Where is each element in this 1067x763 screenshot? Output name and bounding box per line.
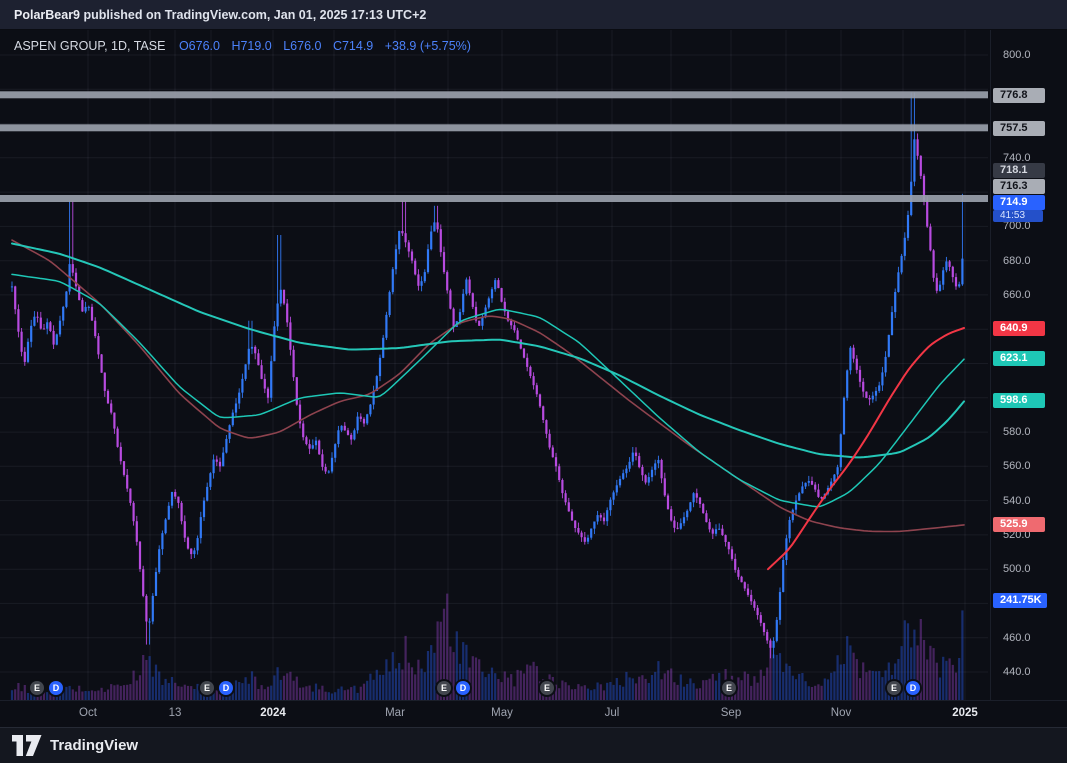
footer-bar: TradingView (0, 727, 1067, 763)
ma-fast-red (767, 327, 965, 571)
horizontal-level-line (0, 91, 988, 99)
ma-mid-teal (11, 273, 965, 508)
dividend-marker[interactable]: D (906, 681, 920, 695)
publish-info-text: published on TradingView.com, Jan 01, 20… (80, 7, 427, 22)
price-tick-label: 440.0 (1003, 666, 1031, 678)
tradingview-logo-icon[interactable] (12, 735, 42, 756)
time-tick-label: Jul (604, 707, 620, 719)
time-tick-label: Mar (385, 707, 405, 719)
ohlc-open: O676.0 (178, 39, 220, 53)
time-tick-label: 2024 (260, 707, 286, 719)
dividend-marker[interactable]: D (219, 681, 233, 695)
time-axis[interactable]: Oct 13 2024 Mar May Jul Sep Nov 2025 (0, 700, 1067, 728)
price-tick-label: 700.0 (1003, 220, 1031, 232)
price-tick-label: 660.0 (1003, 289, 1031, 301)
publish-bar: PolarBear9 published on TradingView.com,… (0, 0, 1067, 30)
time-tick-label: 13 (168, 707, 182, 719)
price-tick-label: 740.0 (1003, 152, 1031, 164)
ohlc-low: L676.0 (283, 39, 322, 53)
last-price-badge: 714.9 (993, 195, 1045, 210)
ma-badge-623: 623.1 (993, 351, 1045, 366)
time-tick-label: 2025 (952, 707, 978, 719)
ohlc-high: H719.0 (231, 39, 272, 53)
ma-badge-525: 525.9 (993, 517, 1045, 532)
level-badge-718: 718.1 (993, 163, 1045, 178)
horizontal-level-line (0, 124, 988, 132)
horizontal-level-line (0, 195, 988, 202)
level-badge-716: 716.3 (993, 179, 1045, 194)
ma-badge-598: 598.6 (993, 393, 1045, 408)
earnings-marker[interactable]: E (722, 681, 736, 695)
price-tick-label: 500.0 (1003, 563, 1031, 575)
time-tick-label: Sep (720, 707, 742, 719)
level-badge-776: 776.8 (993, 88, 1045, 103)
countdown-badge: 41:53 (993, 210, 1043, 222)
publisher-username: PolarBear9 (14, 7, 81, 22)
level-badge-757: 757.5 (993, 121, 1045, 136)
symbol-legend: ASPEN GROUP, 1D, TASE O676.0 H719.0 L676… (14, 39, 479, 53)
time-tick-label: Nov (830, 707, 852, 719)
symbol-title[interactable]: ASPEN GROUP, 1D, TASE (14, 39, 166, 53)
ma-badge-640: 640.9 (993, 321, 1045, 336)
price-chart-svg (0, 30, 988, 700)
price-tick-label: 680.0 (1003, 255, 1031, 267)
earnings-marker[interactable]: E (887, 681, 901, 695)
price-tick-label: 460.0 (1003, 632, 1031, 644)
price-tick-label: 580.0 (1003, 426, 1031, 438)
chart-container: ASPEN GROUP, 1D, TASE O676.0 H719.0 L676… (0, 30, 1067, 727)
chart-pane[interactable] (0, 30, 990, 700)
ohlc-close: C714.9 (332, 39, 374, 53)
dividend-marker[interactable]: D (49, 681, 63, 695)
price-axis[interactable]: 800.0 740.0 700.0 680.0 660.0 580.0 560.0 540.0… (990, 30, 1067, 700)
price-change: +38.9 (+5.75%) (384, 39, 471, 53)
price-tick-label: 560.0 (1003, 460, 1031, 472)
dividend-marker[interactable]: D (456, 681, 470, 695)
price-tick-label: 800.0 (1003, 49, 1031, 61)
tradingview-brand[interactable]: TradingView (50, 737, 139, 754)
price-tick-label: 540.0 (1003, 495, 1031, 507)
ma-slow-teal (11, 242, 965, 459)
volume-badge: 241.75K (993, 593, 1047, 608)
earnings-marker[interactable]: E (540, 681, 554, 695)
time-tick-label: May (491, 707, 513, 719)
ma-long-maroon (11, 239, 965, 533)
price-tick-label: 520.0 (1003, 529, 1031, 541)
earnings-marker[interactable]: E (200, 681, 214, 695)
earnings-marker[interactable]: E (437, 681, 451, 695)
time-tick-label: Oct (79, 707, 97, 719)
earnings-marker[interactable]: E (30, 681, 44, 695)
